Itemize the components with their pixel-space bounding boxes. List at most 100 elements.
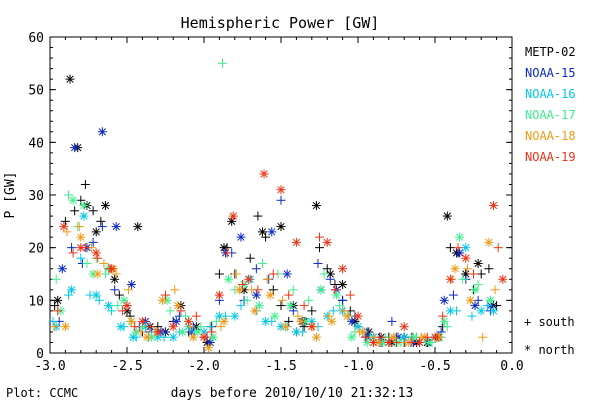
point-noaa-19-north <box>168 322 178 332</box>
point-noaa-15-south <box>251 264 261 274</box>
point-noaa-16-north <box>91 290 101 300</box>
point-noaa-19-south <box>130 322 140 332</box>
y-tick-label: 30 <box>28 189 44 204</box>
point-noaa-16-south <box>76 253 86 263</box>
point-noaa-18-south <box>50 322 60 332</box>
point-noaa-19-south <box>330 285 340 295</box>
point-metp-02-south <box>70 206 80 216</box>
point-metp-02-north <box>91 227 101 237</box>
point-noaa-19-north <box>137 316 147 326</box>
point-noaa-19-south <box>315 232 324 242</box>
point-noaa-19-north <box>307 322 317 332</box>
point-noaa-17-north <box>470 285 480 295</box>
point-noaa-17-north <box>285 301 295 311</box>
point-noaa-15-north <box>97 127 107 137</box>
x-tick-label: -2.0 <box>188 359 219 374</box>
point-noaa-16-north <box>104 301 114 311</box>
point-noaa-16-north <box>476 306 486 316</box>
point-metp-02-north <box>110 274 120 284</box>
point-noaa-19-north <box>415 337 425 347</box>
point-noaa-19-south <box>493 243 503 253</box>
x-tick-label: -3.0 <box>34 359 65 374</box>
x-tick-label: -1.5 <box>265 359 296 374</box>
point-noaa-18-north <box>450 264 460 274</box>
point-metp-02-north <box>227 216 237 226</box>
point-noaa-18-north <box>142 332 152 342</box>
point-metp-02-north <box>258 227 268 237</box>
point-noaa-19-north <box>368 337 378 347</box>
point-noaa-18-south <box>293 311 303 321</box>
point-noaa-19-south <box>222 248 232 258</box>
point-metp-02-south <box>476 269 486 279</box>
point-metp-02-south <box>284 316 294 326</box>
point-noaa-19-north <box>259 169 269 179</box>
point-noaa-15-south <box>97 222 107 232</box>
point-noaa-19-north <box>461 253 471 263</box>
point-noaa-19-south <box>361 332 371 342</box>
point-noaa-17-north <box>119 295 129 305</box>
legend-entry-noaa-18: NOAA-18 <box>525 129 576 143</box>
y-tick-label: 50 <box>28 84 44 99</box>
point-metp-02-south <box>276 301 286 311</box>
point-noaa-19-north <box>322 237 332 247</box>
point-noaa-19-north <box>214 290 224 300</box>
point-noaa-19-north <box>338 264 348 274</box>
point-noaa-15-north <box>171 316 181 326</box>
point-noaa-15-north <box>282 269 292 279</box>
point-noaa-15-north <box>111 222 121 232</box>
legend-marker-south: + south <box>524 315 575 329</box>
point-noaa-15-north <box>127 280 137 290</box>
point-noaa-18-north <box>173 301 183 311</box>
point-noaa-19-north <box>184 316 194 326</box>
point-noaa-16-north <box>79 211 89 221</box>
point-metp-02-north <box>473 258 483 268</box>
point-noaa-19-south <box>191 311 201 321</box>
point-noaa-18-north <box>60 322 70 332</box>
point-noaa-17-north <box>316 285 326 295</box>
point-noaa-16-north <box>461 243 471 253</box>
point-metp-02-south <box>60 216 70 226</box>
point-metp-02-north <box>100 201 110 211</box>
legend-entry-noaa-17: NOAA-17 <box>525 108 576 122</box>
point-noaa-16-north <box>489 306 499 316</box>
point-metp-02-south <box>315 243 324 253</box>
point-noaa-19-south <box>407 337 417 347</box>
point-noaa-17-south <box>51 274 61 284</box>
point-noaa-17-south <box>242 295 252 305</box>
point-noaa-16-north <box>291 327 301 337</box>
point-noaa-19-north <box>199 332 209 342</box>
point-noaa-18-south <box>324 311 334 321</box>
point-noaa-17-north <box>224 274 234 284</box>
point-noaa-18-north <box>127 316 137 326</box>
point-metp-02-south <box>261 232 271 242</box>
point-noaa-17-south <box>165 306 175 316</box>
legend-entry-noaa-19: NOAA-19 <box>525 150 576 164</box>
data-points <box>48 58 508 353</box>
point-noaa-19-north <box>59 222 69 232</box>
point-metp-02-south <box>114 290 124 300</box>
point-noaa-15-south <box>325 274 335 284</box>
point-noaa-17-south <box>335 301 345 311</box>
y-tick-label: 40 <box>28 136 44 151</box>
point-noaa-17-south <box>100 269 110 279</box>
point-noaa-15-south <box>338 295 348 305</box>
y-tick-label: 20 <box>28 242 44 257</box>
point-noaa-19-south <box>392 337 401 347</box>
point-noaa-19-north <box>91 248 101 258</box>
point-noaa-19-south <box>176 306 186 316</box>
point-metp-02-south <box>484 264 494 274</box>
point-noaa-19-north <box>445 274 455 284</box>
plot-credit: Plot: CCMC <box>6 386 78 400</box>
point-metp-02-south <box>88 206 98 216</box>
point-noaa-18-south <box>339 306 349 316</box>
point-noaa-16-north <box>116 322 126 332</box>
point-noaa-19-south <box>253 285 263 295</box>
y-axis: 0 10 20 30 40 50 60 <box>28 31 512 362</box>
point-metp-02-south <box>76 195 86 205</box>
point-noaa-17-south <box>258 258 268 268</box>
point-metp-02-north <box>338 280 348 290</box>
point-noaa-16-south <box>482 301 492 311</box>
point-metp-02-south <box>50 301 60 311</box>
point-noaa-16-north <box>67 285 77 295</box>
